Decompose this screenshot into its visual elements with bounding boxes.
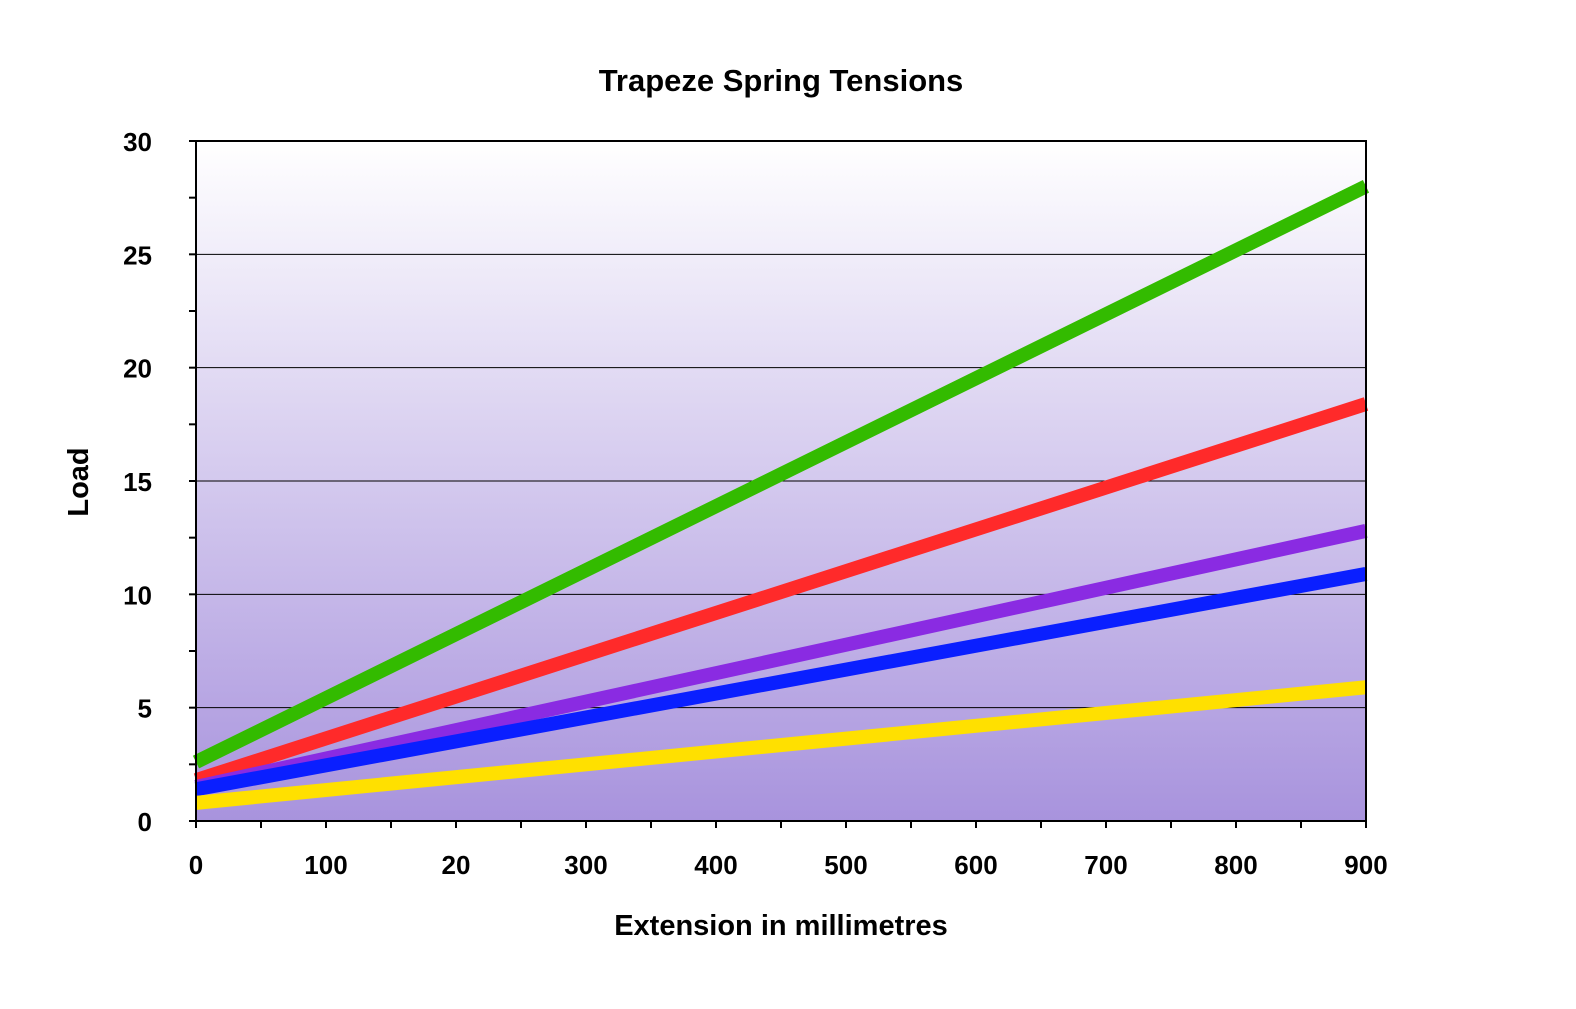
x-tick-label: 800: [1214, 850, 1257, 880]
y-axis-tick-labels: 0 5 10 15 20 25 30: [123, 127, 152, 837]
y-tick-label: 10: [123, 580, 152, 610]
y-tick-label: 20: [123, 354, 152, 384]
x-tick-label: 500: [824, 850, 867, 880]
x-tick-label: 0: [189, 850, 203, 880]
x-axis-tick-labels: 0 100 20 300 400 500 600 700 800 900: [189, 850, 1388, 880]
chart-title: Trapeze Spring Tensions: [599, 63, 964, 98]
x-tick-label: 300: [564, 850, 607, 880]
y-tick-label: 0: [138, 807, 152, 837]
axis-ticks: [189, 140, 1367, 828]
series-line-5: [195, 680, 1367, 810]
y-tick-label: 5: [138, 694, 152, 724]
y-tick-label: 25: [123, 240, 152, 270]
series-line-1: [192, 180, 1370, 769]
x-tick-label: 100: [304, 850, 347, 880]
y-axis-title: Load: [63, 447, 95, 516]
x-axis-title: Extension in millimetres: [614, 910, 948, 942]
series-lines: [192, 180, 1370, 810]
x-tick-label: 400: [694, 850, 737, 880]
x-tick-label: 600: [954, 850, 997, 880]
y-tick-label: 30: [123, 127, 152, 157]
series-line-2: [193, 397, 1369, 787]
x-tick-label: 20: [442, 850, 471, 880]
series-line-4: [194, 567, 1368, 797]
x-tick-label: 900: [1344, 850, 1387, 880]
series-line-3: [194, 524, 1368, 794]
x-tick-label: 700: [1084, 850, 1127, 880]
y-tick-label: 15: [123, 467, 152, 497]
